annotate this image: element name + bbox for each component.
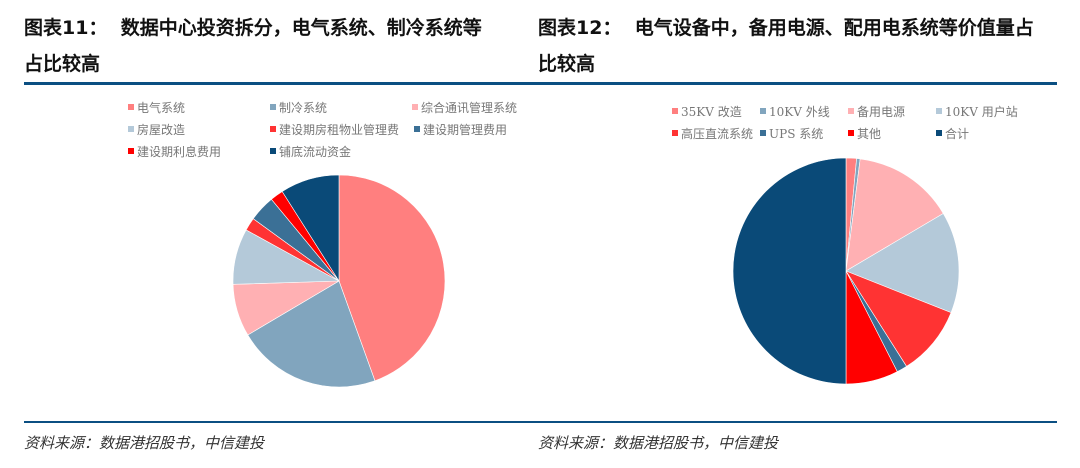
figure-11-title: 图表11： 数据中心投资拆分，电气系统、制冷系统等 占比较高 bbox=[24, 10, 524, 82]
legend-item: 建设期管理费用 bbox=[414, 120, 507, 138]
figure-12-title-line2: 比较高 bbox=[538, 53, 596, 75]
legend-swatch bbox=[760, 108, 766, 114]
pie-slice bbox=[845, 213, 960, 313]
legend-item: 建设期利息费用 bbox=[128, 142, 221, 160]
legend-item: 铺底流动资金 bbox=[270, 142, 351, 160]
legend-swatch bbox=[936, 108, 942, 114]
pie-slice bbox=[338, 174, 446, 382]
figure-12-title-line1: 电气设备中，备用电源、配用电系统等价值量占 bbox=[634, 17, 1034, 39]
figure-12-source: 资料来源：数据港招股书，中信建投 bbox=[538, 434, 779, 452]
legend-item: 电气系统 bbox=[128, 98, 185, 116]
legend-label: 制冷系统 bbox=[279, 100, 328, 115]
pie-slice bbox=[845, 158, 944, 272]
legend-swatch bbox=[270, 148, 276, 154]
legend-swatch bbox=[848, 130, 854, 136]
legend-swatch bbox=[270, 126, 276, 132]
legend-swatch bbox=[848, 108, 854, 114]
legend-swatch bbox=[128, 104, 134, 110]
legend-label: 铺底流动资金 bbox=[279, 144, 352, 159]
legend-label: UPS 系统 bbox=[769, 126, 824, 141]
legend-swatch bbox=[760, 130, 766, 136]
legend-swatch bbox=[270, 104, 276, 110]
figure-11-title-line1: 数据中心投资拆分，电气系统、制冷系统等 bbox=[120, 17, 482, 39]
legend-item: 建设期房租物业管理费 bbox=[270, 120, 399, 138]
legend-swatch bbox=[936, 130, 942, 136]
legend-label: 建设期管理费用 bbox=[423, 122, 508, 137]
legend-item: 备用电源 bbox=[848, 102, 905, 120]
legend-label: 10KV 外线 bbox=[769, 104, 830, 119]
pie-slice bbox=[732, 157, 847, 385]
legend-item: 其他 bbox=[848, 124, 881, 142]
top-divider bbox=[24, 82, 1057, 85]
legend-label: 电气系统 bbox=[137, 100, 186, 115]
legend-item: 综合通讯管理系统 bbox=[412, 98, 517, 116]
figure-12-legend: 35KV 改造 10KV 外线 备用电源 10KV 用户站 高压直流系统 UPS… bbox=[672, 102, 1052, 146]
figure-11-legend: 电气系统 制冷系统 综合通讯管理系统 房屋改造 建设期房租物业管理费 建设期管理… bbox=[128, 98, 548, 164]
legend-item: 制冷系统 bbox=[270, 98, 327, 116]
legend-swatch bbox=[414, 126, 420, 132]
figure-12-label: 图表12： bbox=[538, 17, 622, 39]
bottom-divider bbox=[24, 421, 1057, 423]
legend-swatch bbox=[672, 108, 678, 114]
legend-label: 其他 bbox=[857, 126, 882, 141]
legend-swatch bbox=[672, 130, 678, 136]
legend-item: 合计 bbox=[936, 124, 969, 142]
legend-swatch bbox=[128, 126, 134, 132]
legend-item: 10KV 用户站 bbox=[936, 102, 1018, 120]
pie-slice bbox=[845, 270, 952, 367]
legend-label: 备用电源 bbox=[857, 104, 906, 119]
legend-item: UPS 系统 bbox=[760, 124, 823, 142]
figure-11-label: 图表11： bbox=[24, 17, 108, 39]
legend-label: 综合通讯管理系统 bbox=[421, 100, 518, 115]
legend-label: 合计 bbox=[945, 126, 970, 141]
legend-label: 建设期利息费用 bbox=[137, 144, 222, 159]
legend-item: 房屋改造 bbox=[128, 120, 185, 138]
figure-12-title: 图表12： 电气设备中，备用电源、配用电系统等价值量占 比较高 bbox=[538, 10, 1063, 82]
figure-11-source: 资料来源：数据港招股书，中信建投 bbox=[24, 434, 265, 452]
legend-swatch bbox=[412, 104, 418, 110]
legend-swatch bbox=[128, 148, 134, 154]
pie-slice bbox=[281, 174, 340, 283]
legend-item: 高压直流系统 bbox=[672, 124, 753, 142]
pie-slice bbox=[247, 280, 376, 388]
legend-label: 10KV 用户站 bbox=[945, 104, 1018, 119]
legend-item: 35KV 改造 bbox=[672, 102, 742, 120]
legend-label: 高压直流系统 bbox=[681, 126, 754, 141]
legend-label: 建设期房租物业管理费 bbox=[279, 122, 400, 137]
legend-label: 35KV 改造 bbox=[681, 104, 742, 119]
legend-item: 10KV 外线 bbox=[760, 102, 830, 120]
legend-label: 房屋改造 bbox=[137, 122, 186, 137]
figure-11-title-line2: 占比较高 bbox=[24, 53, 101, 75]
